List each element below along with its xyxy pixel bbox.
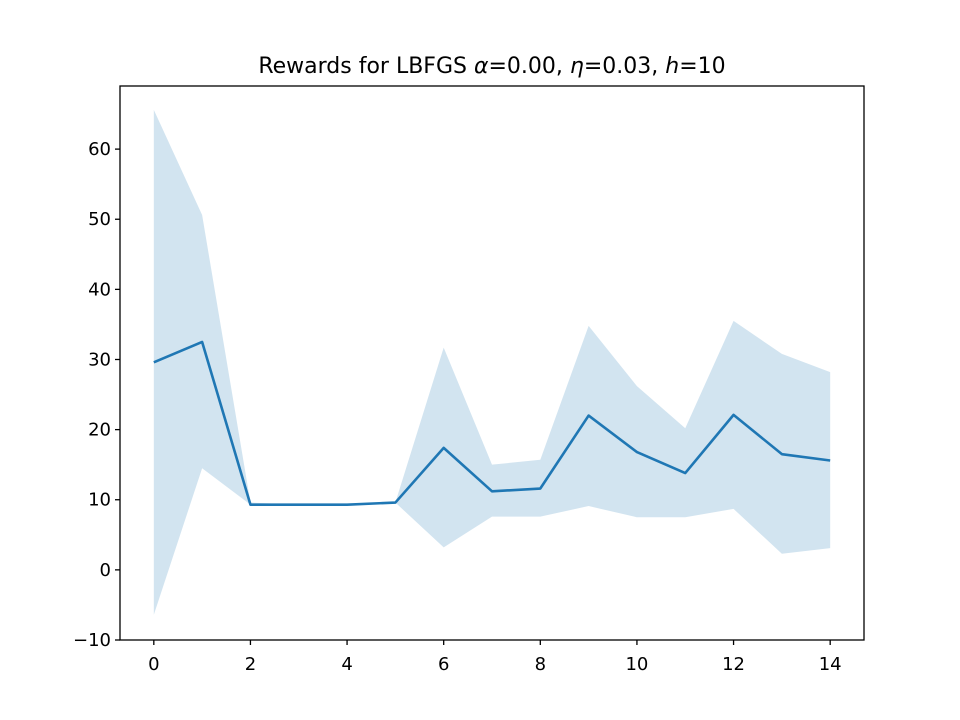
y-tick-label: 40 — [88, 279, 111, 300]
title-equals-eta: = — [584, 54, 602, 79]
y-tick-label: −10 — [73, 630, 111, 651]
y-tick-label: 0 — [100, 560, 111, 581]
x-tick-label: 6 — [438, 654, 449, 675]
x-tick-label: 0 — [148, 654, 159, 675]
y-tick-label: 60 — [88, 139, 111, 160]
title-eta-value: 0.03 — [602, 54, 651, 79]
title-equals-h: = — [679, 54, 697, 79]
y-tick-label: 50 — [88, 209, 111, 230]
title-alpha-symbol: α — [474, 54, 489, 79]
axes: 0 2 4 6 8 10 12 14 −10 0 10 20 30 40 50 60 — [73, 85, 865, 675]
x-tick-label: 10 — [625, 654, 648, 675]
title-h-value: 10 — [698, 54, 726, 79]
title-eta-symbol: η — [570, 54, 584, 79]
title-comma-1: , — [556, 54, 570, 79]
series-band — [153, 109, 831, 615]
title-equals-alpha: = — [488, 54, 506, 79]
title-prefix: Rewards for LBFGS — [258, 54, 474, 79]
y-tick-label: 10 — [88, 490, 111, 511]
y-tick-label: 20 — [88, 420, 111, 441]
chart-title: Rewards for LBFGS α=0.00, η=0.03, h=10 — [258, 54, 725, 79]
x-tick-label: 4 — [341, 654, 352, 675]
title-comma-2: , — [651, 54, 665, 79]
x-tick-label: 14 — [819, 654, 842, 675]
x-tick-label: 12 — [722, 654, 745, 675]
plot-area — [153, 109, 831, 615]
title-h-symbol: h — [665, 54, 679, 79]
y-tick-label: 30 — [88, 349, 111, 370]
axes-frame — [119, 85, 865, 641]
x-tick-label: 8 — [535, 654, 546, 675]
title-alpha-value: 0.00 — [507, 54, 556, 79]
x-tick-label: 2 — [245, 654, 256, 675]
series-line — [153, 340, 831, 506]
